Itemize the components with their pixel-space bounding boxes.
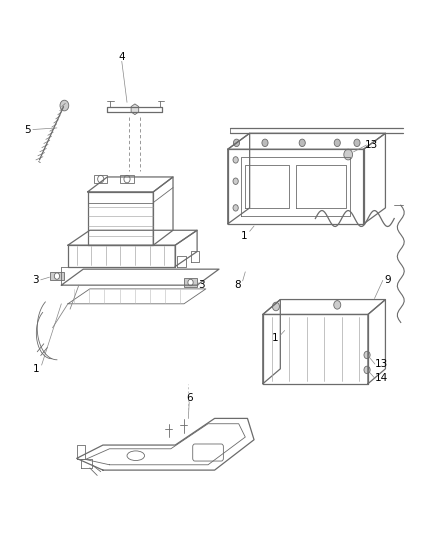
Text: 1: 1 <box>272 334 279 343</box>
Text: 1: 1 <box>32 365 39 374</box>
Text: 1: 1 <box>241 231 248 240</box>
Circle shape <box>272 302 279 311</box>
Circle shape <box>364 351 370 359</box>
Text: 9: 9 <box>385 276 392 285</box>
Circle shape <box>354 139 360 147</box>
Circle shape <box>262 139 268 147</box>
Circle shape <box>233 178 238 184</box>
Circle shape <box>334 301 341 309</box>
Text: 13: 13 <box>365 140 378 150</box>
Circle shape <box>188 279 193 286</box>
Text: 3: 3 <box>32 275 39 285</box>
Text: 3: 3 <box>198 280 205 290</box>
Circle shape <box>364 366 370 374</box>
Circle shape <box>60 100 69 111</box>
Circle shape <box>233 205 238 211</box>
Text: 6: 6 <box>186 393 193 402</box>
Circle shape <box>299 139 305 147</box>
Circle shape <box>344 149 353 160</box>
FancyBboxPatch shape <box>50 272 64 280</box>
Circle shape <box>334 139 340 147</box>
Text: 14: 14 <box>374 374 388 383</box>
Text: 13: 13 <box>374 359 388 369</box>
Circle shape <box>54 273 60 279</box>
Text: 4: 4 <box>118 52 125 62</box>
Circle shape <box>233 157 238 163</box>
Circle shape <box>233 139 240 147</box>
Text: 5: 5 <box>24 125 31 134</box>
FancyBboxPatch shape <box>184 278 197 287</box>
Text: 8: 8 <box>234 280 241 290</box>
